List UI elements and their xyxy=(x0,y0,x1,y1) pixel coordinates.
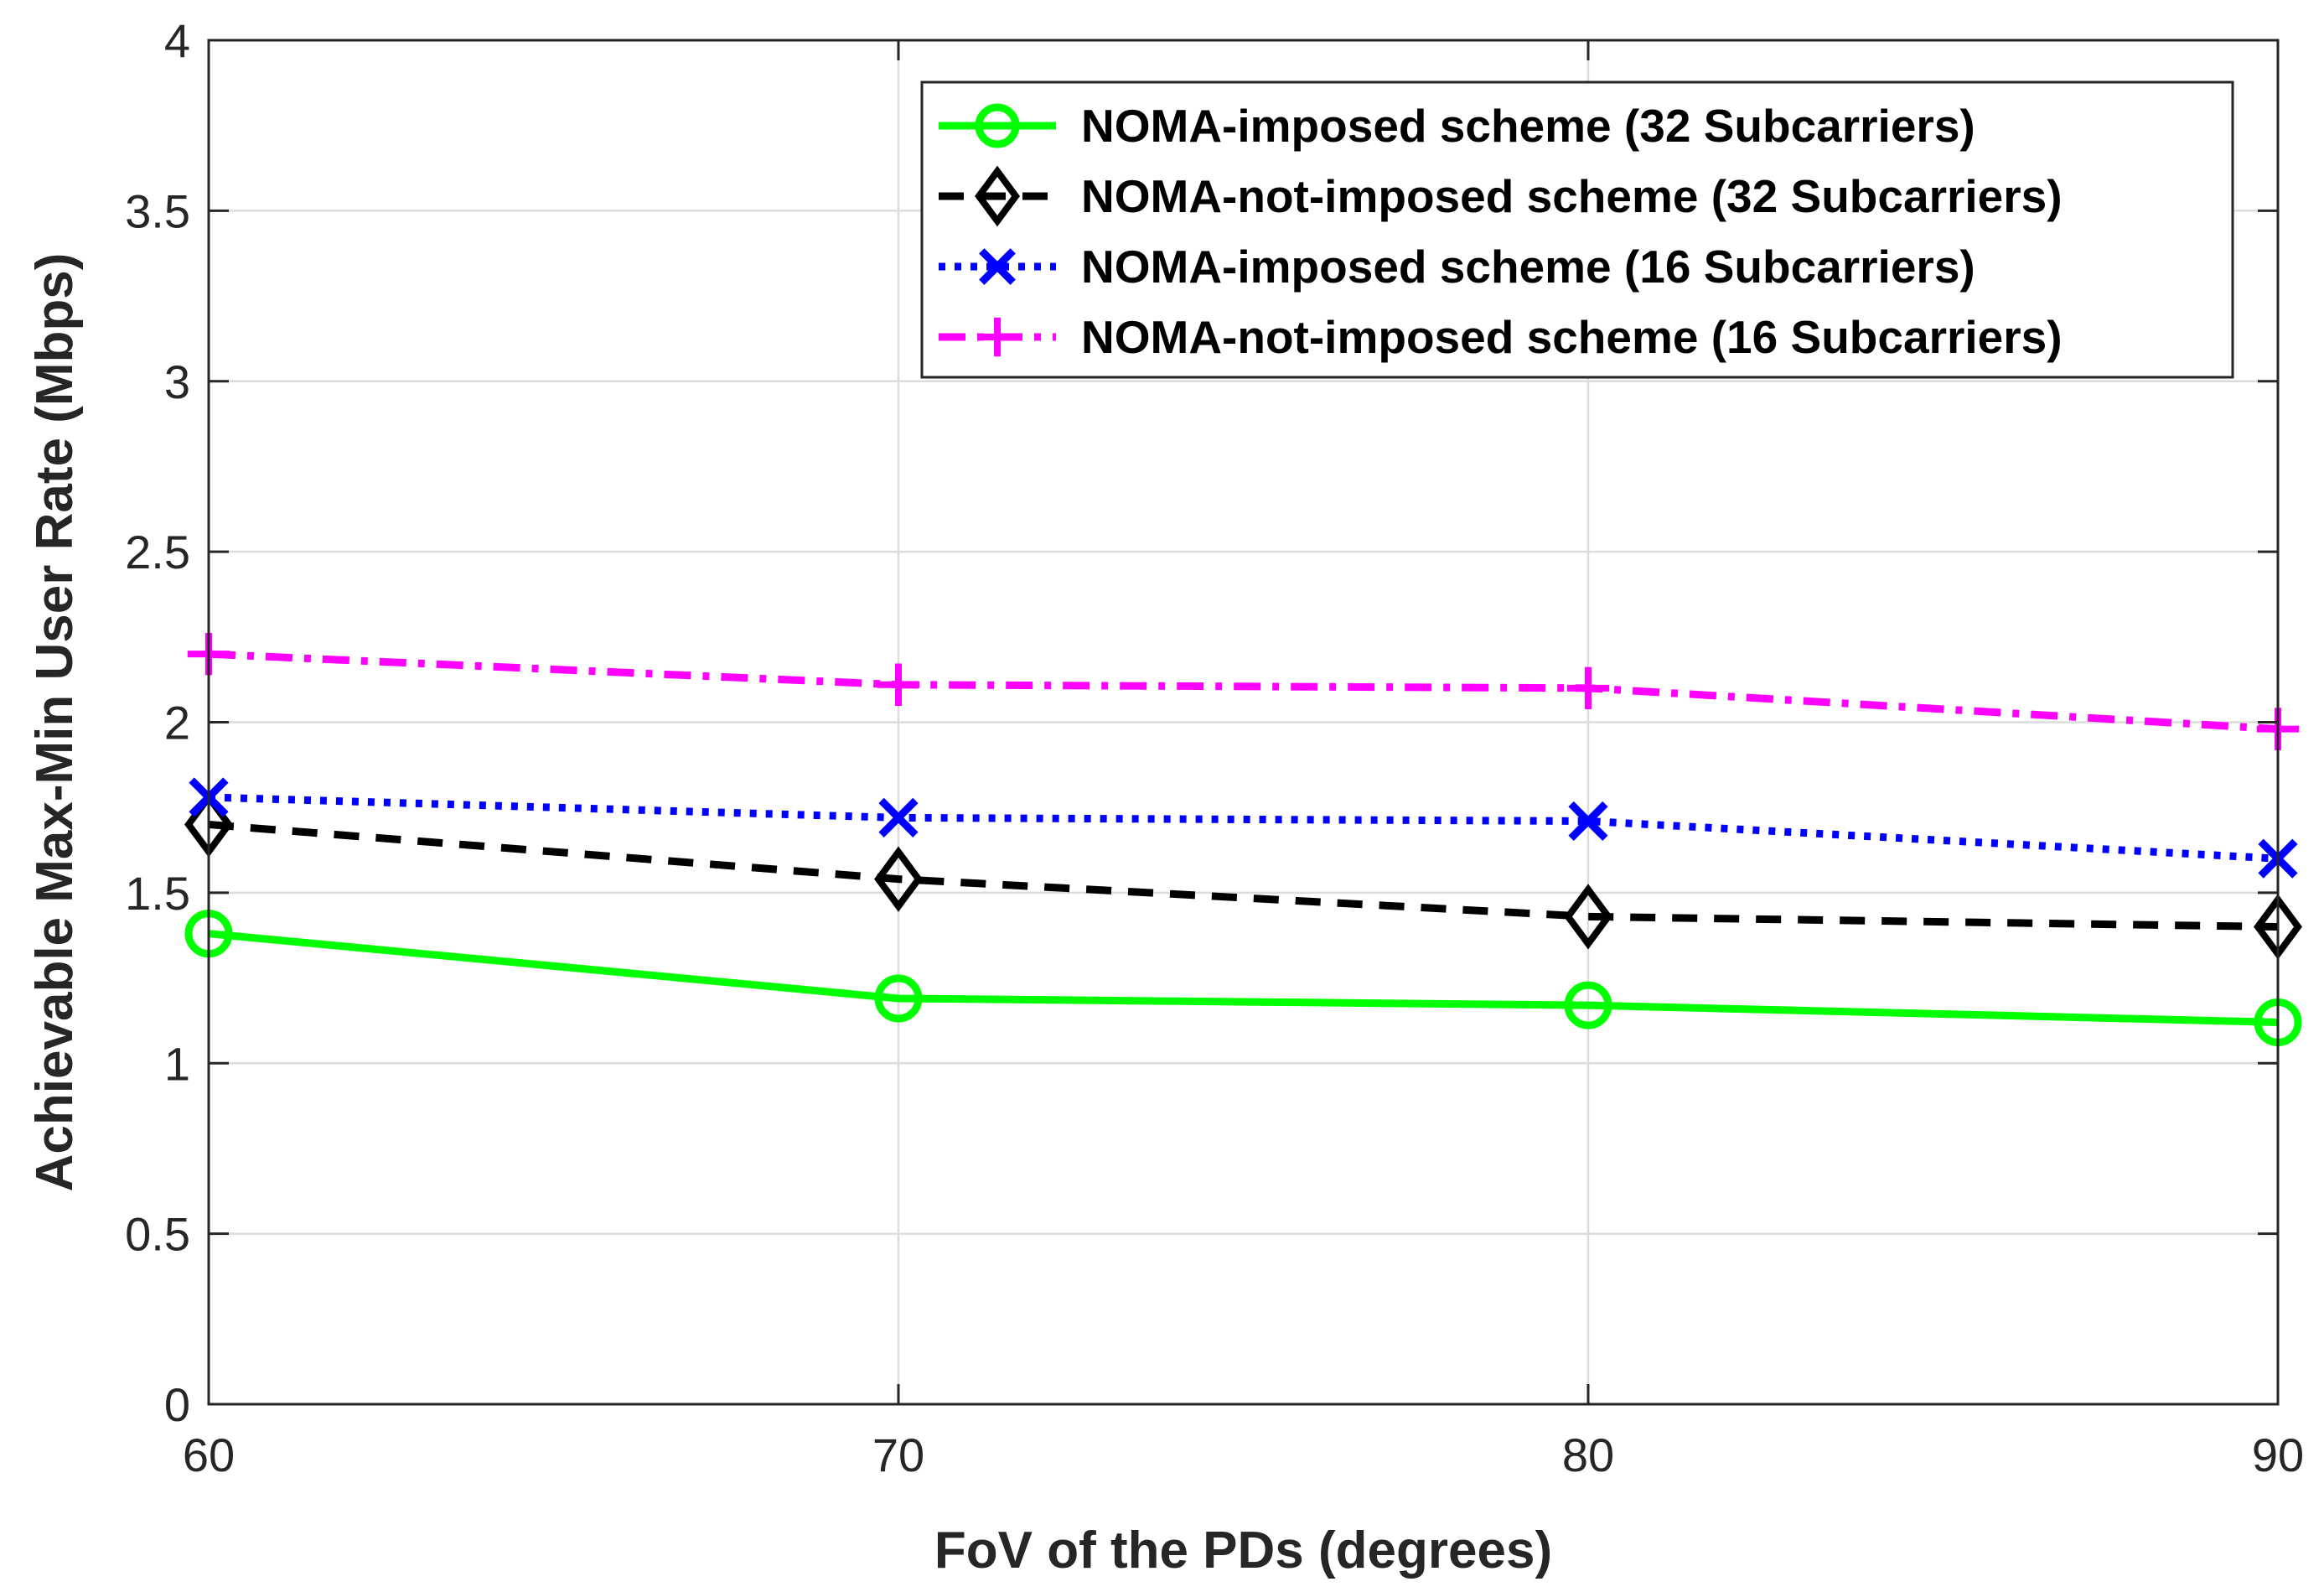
x-tick-label: 60 xyxy=(183,1429,235,1481)
legend-label: NOMA-imposed scheme (32 Subcarriers) xyxy=(1081,100,1975,152)
series-line xyxy=(208,930,2279,1026)
legend-marker xyxy=(979,248,1016,285)
y-tick-label: 0 xyxy=(164,1378,190,1431)
data-point xyxy=(877,663,920,706)
legend-entry: NOMA-imposed scheme (32 Subcarriers) xyxy=(939,100,1975,152)
y-tick-label: 3 xyxy=(164,355,190,408)
x-tick-label: 80 xyxy=(1562,1429,1614,1481)
legend-box xyxy=(920,80,2234,379)
legend-entry: NOMA-imposed scheme (16 Subcarriers) xyxy=(939,241,1975,293)
series-line xyxy=(208,793,2279,863)
y-tick-label: 4 xyxy=(164,14,190,67)
series-line xyxy=(208,821,2279,931)
x-axis-label: FoV of the PDs (degrees) xyxy=(934,1522,1552,1579)
axis-ticks: 60 70 80 90 0 0.5 1 1.5 2 2.5 3 3.5 4 xyxy=(125,14,2304,1481)
y-axis-label: Achievable Max-Min User Rate (Mbps) xyxy=(26,253,84,1192)
data-point xyxy=(1566,666,1610,710)
series-line xyxy=(208,650,2279,734)
x-tick-label: 90 xyxy=(2252,1429,2304,1481)
y-tick-label: 1 xyxy=(164,1037,190,1090)
legend-entry: NOMA-not-imposed scheme (16 Subcarriers) xyxy=(939,311,2063,363)
data-point xyxy=(1564,884,1612,950)
y-tick-label: 2 xyxy=(164,697,190,749)
legend-marker xyxy=(975,103,1020,148)
y-tick-label: 1.5 xyxy=(125,867,190,920)
legend-label: NOMA-not-imposed scheme (32 Subcarriers) xyxy=(1081,170,2063,222)
y-tick-label: 3.5 xyxy=(125,184,190,237)
data-point xyxy=(874,846,923,912)
y-tick-label: 0.5 xyxy=(125,1208,190,1261)
x-tick-label: 70 xyxy=(872,1429,924,1481)
legend: NOMA-imposed scheme (32 Subcarriers) NOMA… xyxy=(920,80,2234,379)
legend-entry: NOMA-not-imposed scheme (32 Subcarriers) xyxy=(939,165,2063,227)
data-point xyxy=(1564,981,1612,1029)
data-point xyxy=(878,797,919,837)
legend-marker xyxy=(977,317,1017,357)
y-tick-label: 2.5 xyxy=(125,526,190,578)
legend-label: NOMA-not-imposed scheme (16 Subcarriers) xyxy=(1081,311,2063,363)
legend-marker xyxy=(975,165,1020,227)
legend-label: NOMA-imposed scheme (16 Subcarriers) xyxy=(1081,241,1975,293)
data-point xyxy=(1568,801,1608,842)
data-point xyxy=(874,974,923,1023)
